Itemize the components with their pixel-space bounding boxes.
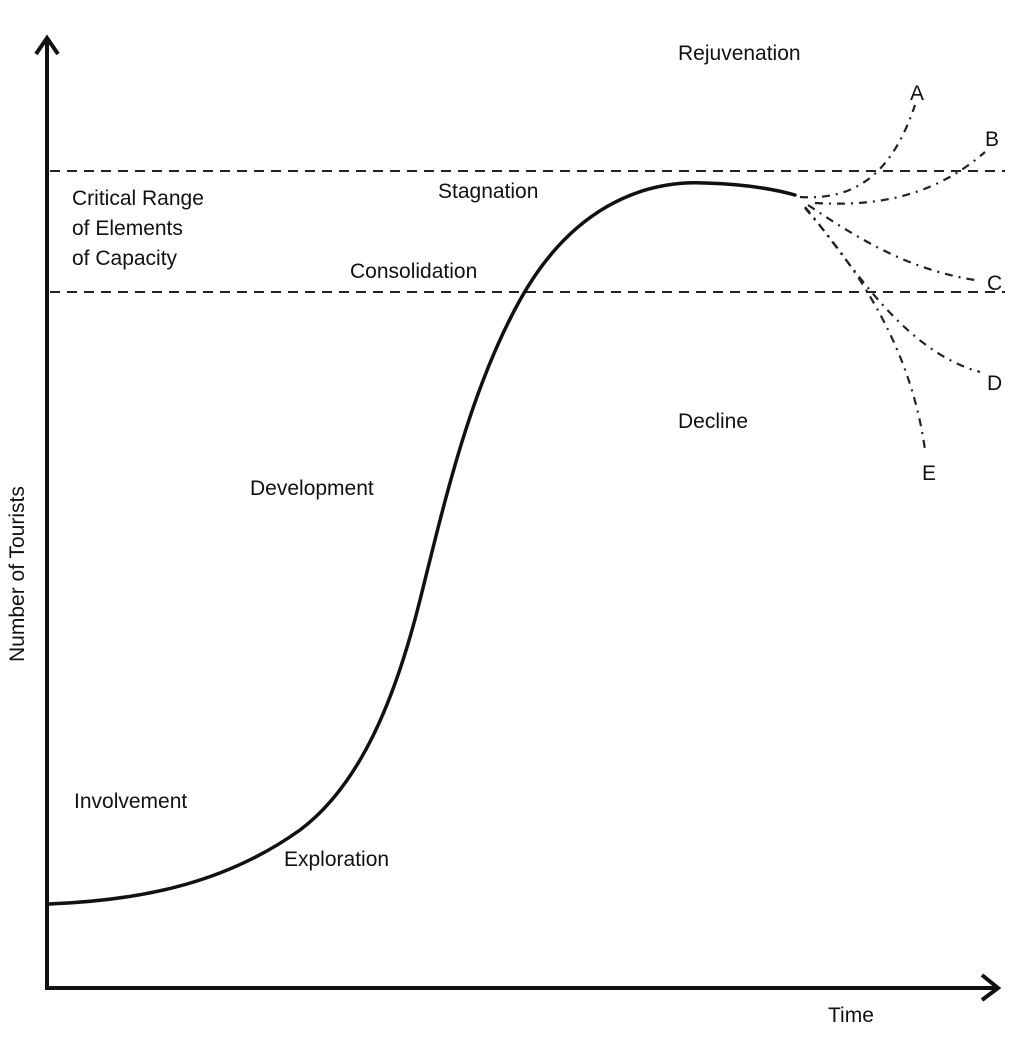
x-axis-arrow-icon	[980, 973, 1002, 1002]
y-axis-arrow-icon	[34, 34, 60, 56]
branch-c-curve	[807, 204, 976, 282]
branch-e-curve	[804, 207, 927, 451]
branch-label-b: B	[985, 128, 999, 151]
stage-label-consolidation: Consolidation	[350, 260, 477, 283]
critical-range-label-line-2: of Elements	[72, 217, 183, 240]
x-axis-label: Time	[828, 1004, 874, 1027]
branch-b-curve	[814, 151, 986, 205]
branch-label-a: A	[910, 82, 924, 105]
stage-label-development: Development	[250, 477, 374, 500]
branch-a-curve	[799, 104, 917, 199]
branch-label-e: E	[922, 462, 936, 485]
stage-label-exploration: Exploration	[284, 848, 389, 871]
stage-label-rejuvenation: Rejuvenation	[678, 42, 801, 65]
branch-d-curve	[804, 206, 981, 374]
critical-range-label-line-3: of Capacity	[72, 247, 178, 270]
critical-range-label-line-1: Critical Range	[72, 187, 204, 210]
stage-label-stagnation: Stagnation	[438, 180, 538, 203]
y-axis-label: Number of Tourists	[6, 486, 29, 662]
branch-label-d: D	[987, 372, 1002, 395]
branch-label-c: C	[987, 272, 1002, 295]
stage-label-decline: Decline	[678, 410, 748, 433]
life-cycle-curve	[47, 181, 797, 906]
stage-label-involvement: Involvement	[74, 790, 187, 813]
